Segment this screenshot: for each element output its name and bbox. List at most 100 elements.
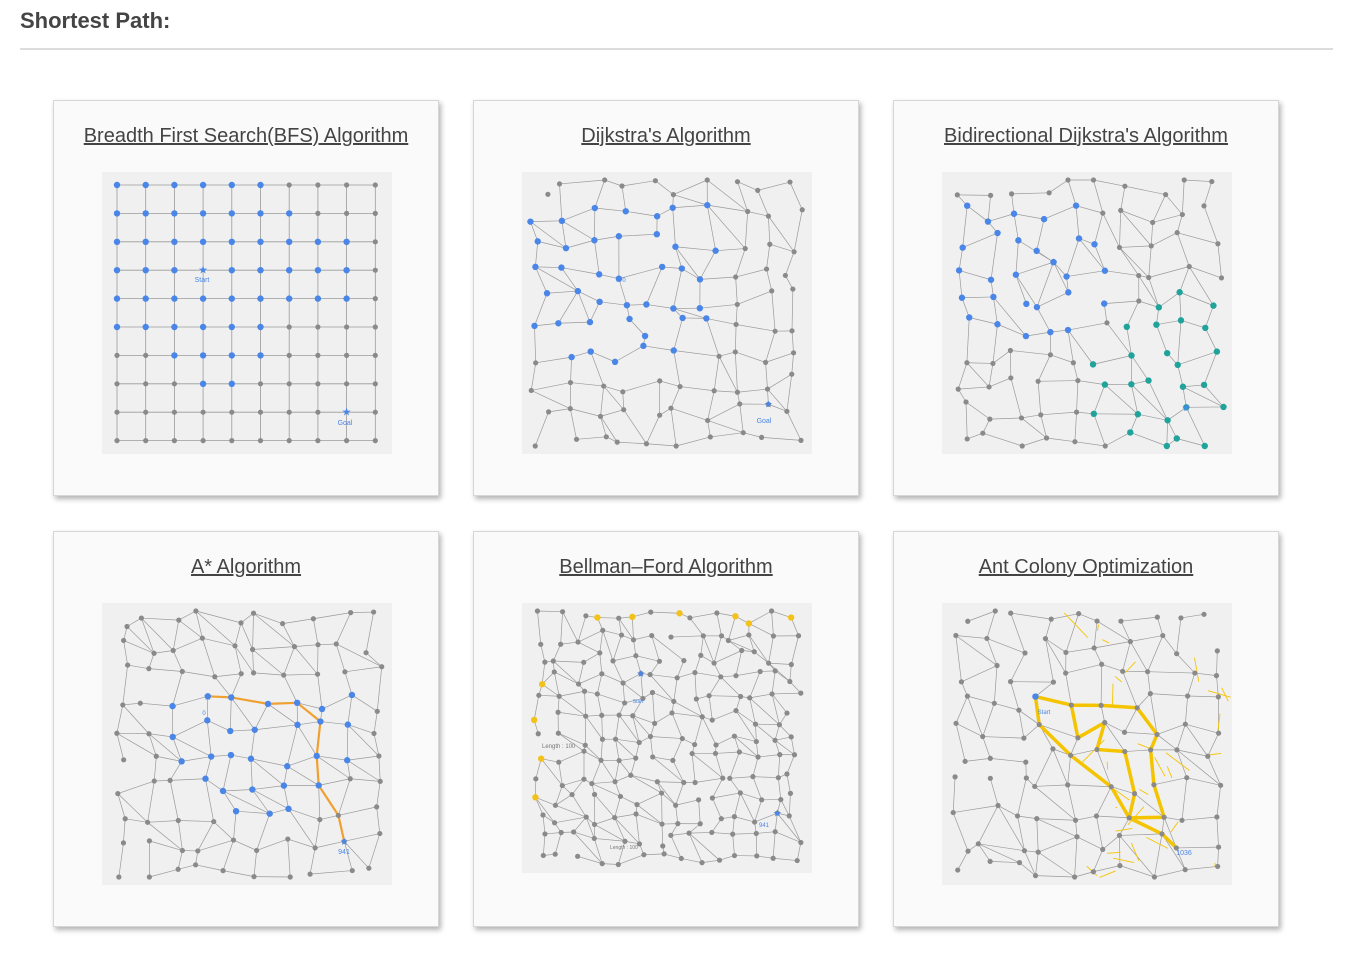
graph-node	[727, 775, 733, 781]
card-title-bfs-link[interactable]: Breadth First Search(BFS) Algorithm	[83, 125, 409, 147]
graph-node	[987, 858, 993, 864]
ant-start-label: Start	[1038, 710, 1051, 716]
graph-node	[1102, 443, 1108, 449]
graph-node	[623, 301, 631, 309]
graph-node	[533, 776, 539, 782]
graph-node	[286, 381, 292, 387]
graph-node	[962, 758, 968, 764]
graph-node	[344, 182, 350, 188]
graph-node	[789, 371, 795, 377]
graph-node	[1134, 705, 1140, 711]
graph-node	[1065, 782, 1071, 788]
graph-node	[344, 438, 350, 444]
graph-node	[556, 759, 562, 765]
graph-node	[730, 831, 736, 837]
card-title-bellman-ford-link[interactable]: Bellman–Ford Algorithm	[559, 556, 773, 578]
graph-node	[640, 695, 646, 702]
bellman-ford-thumbnail[interactable]: ★ ★ Start 941 Length : 100 Length : 100	[522, 603, 812, 873]
graph-node	[1007, 347, 1014, 354]
graph-node	[617, 793, 624, 800]
graph-node	[193, 862, 199, 868]
graph-node	[374, 804, 380, 810]
graph-node	[1010, 210, 1018, 217]
bfs-thumbnail[interactable]: ★ ★ Start Goal	[102, 172, 392, 454]
graph-node	[964, 360, 970, 366]
card-dijkstra: Dijkstra's Algorithm ★ ★ 0 Goal	[473, 100, 859, 496]
graph-node	[1127, 429, 1134, 436]
graph-node	[1008, 610, 1014, 616]
graph-node	[668, 832, 674, 838]
dijkstra-thumbnail[interactable]: ★ ★ 0 Goal	[522, 172, 812, 454]
graph-node	[1163, 442, 1171, 450]
graph-node	[980, 733, 986, 740]
graph-node	[751, 649, 757, 655]
graph-node	[1134, 411, 1142, 418]
card-title-ant-colony-link[interactable]: Ant Colony Optimization	[978, 556, 1194, 578]
graph-node	[1162, 191, 1169, 198]
graph-node	[703, 315, 710, 322]
graph-node	[1065, 177, 1071, 183]
graph-node	[1174, 651, 1180, 657]
graph-node	[1094, 746, 1100, 753]
graph-node	[1021, 735, 1027, 741]
graph-node	[257, 438, 264, 444]
card-title-astar-link[interactable]: A* Algorithm	[190, 556, 302, 578]
graph-node	[782, 272, 788, 279]
bellman-length-label-a: Length : 100	[542, 744, 576, 750]
graph-node	[228, 380, 235, 387]
graph-node	[228, 267, 235, 274]
graph-node	[798, 437, 804, 443]
graph-node	[113, 181, 121, 189]
bellman-ford-graph-image: ★ ★ Start 941 Length : 100 Length : 100	[530, 608, 804, 868]
graph-node	[790, 350, 797, 356]
bidirectional-thumbnail[interactable]: ★ ★	[942, 172, 1232, 454]
graph-node	[762, 359, 769, 365]
graph-node	[610, 658, 616, 664]
graph-node	[371, 609, 377, 615]
graph-node	[202, 775, 209, 782]
astar-thumbnail[interactable]: ★ ★ 0 941	[102, 603, 392, 885]
graph-node	[711, 388, 717, 394]
graph-node	[689, 750, 695, 757]
graph-node	[1215, 844, 1222, 850]
graph-node	[987, 276, 995, 283]
graph-node	[122, 816, 128, 822]
card-title-bidirectional-link[interactable]: Bidirectional Dijkstra's Algorithm	[944, 125, 1228, 147]
graph-node	[955, 267, 963, 274]
graph-node	[286, 182, 292, 188]
graph-node	[676, 610, 683, 617]
graph-node	[312, 845, 318, 851]
graph-node	[343, 757, 351, 764]
graph-node	[966, 314, 973, 321]
graph-node	[315, 352, 321, 358]
graph-node	[616, 757, 622, 764]
graph-node	[1182, 867, 1188, 873]
graph-node	[372, 352, 378, 358]
bfs-goal-label: Goal	[338, 420, 353, 427]
graph-node	[1128, 352, 1135, 359]
graph-node	[543, 290, 551, 297]
graph-node	[795, 633, 802, 639]
graph-node	[1192, 670, 1198, 676]
graph-node	[142, 323, 149, 331]
graph-node	[286, 409, 292, 415]
graph-node	[257, 409, 264, 415]
graph-node	[170, 647, 176, 654]
graph-node	[1220, 403, 1227, 411]
graph-node	[310, 616, 316, 622]
graph-node	[737, 790, 743, 796]
graph-node	[199, 238, 207, 245]
graph-node	[696, 276, 704, 283]
graph-node	[538, 681, 546, 688]
graph-node	[1179, 817, 1185, 823]
graph-node	[990, 293, 997, 301]
graph-node	[545, 191, 551, 197]
graph-node	[531, 322, 538, 330]
ant-colony-thumbnail[interactable]: Start 1036	[942, 603, 1232, 885]
graph-node	[575, 853, 581, 859]
graph-node	[199, 380, 207, 387]
graph-node	[228, 295, 235, 302]
graph-node	[692, 669, 698, 676]
card-title-dijkstra-link[interactable]: Dijkstra's Algorithm	[581, 125, 751, 147]
graph-node	[994, 229, 1001, 237]
